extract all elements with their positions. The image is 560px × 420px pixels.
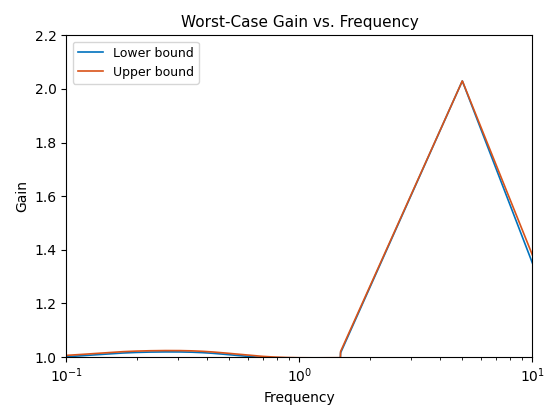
Upper bound [87,351,94,356]
Lower bound [277,356,284,361]
Lower bound [63,354,70,359]
Lower bound [459,79,466,84]
Upper bound [516,220,523,225]
Lower bound [311,357,318,362]
Lower bound [516,226,522,231]
Lower bound [290,357,296,362]
Lower bound [529,261,536,266]
Upper bound [63,353,70,358]
Upper bound [290,355,296,360]
Line: Upper bound: Upper bound [67,81,533,358]
Upper bound [516,220,522,225]
Upper bound [529,253,536,258]
X-axis label: Frequency: Frequency [264,391,335,405]
Lower bound [87,353,94,358]
Y-axis label: Gain: Gain [15,180,29,212]
Lower bound [516,227,523,232]
Upper bound [459,79,466,84]
Upper bound [430,142,437,147]
Lower bound [430,142,437,147]
Line: Lower bound: Lower bound [67,81,533,359]
Upper bound [311,355,318,360]
Upper bound [277,355,284,360]
Title: Worst-Case Gain vs. Frequency: Worst-Case Gain vs. Frequency [180,15,418,30]
Legend: Lower bound, Upper bound: Lower bound, Upper bound [73,42,199,84]
